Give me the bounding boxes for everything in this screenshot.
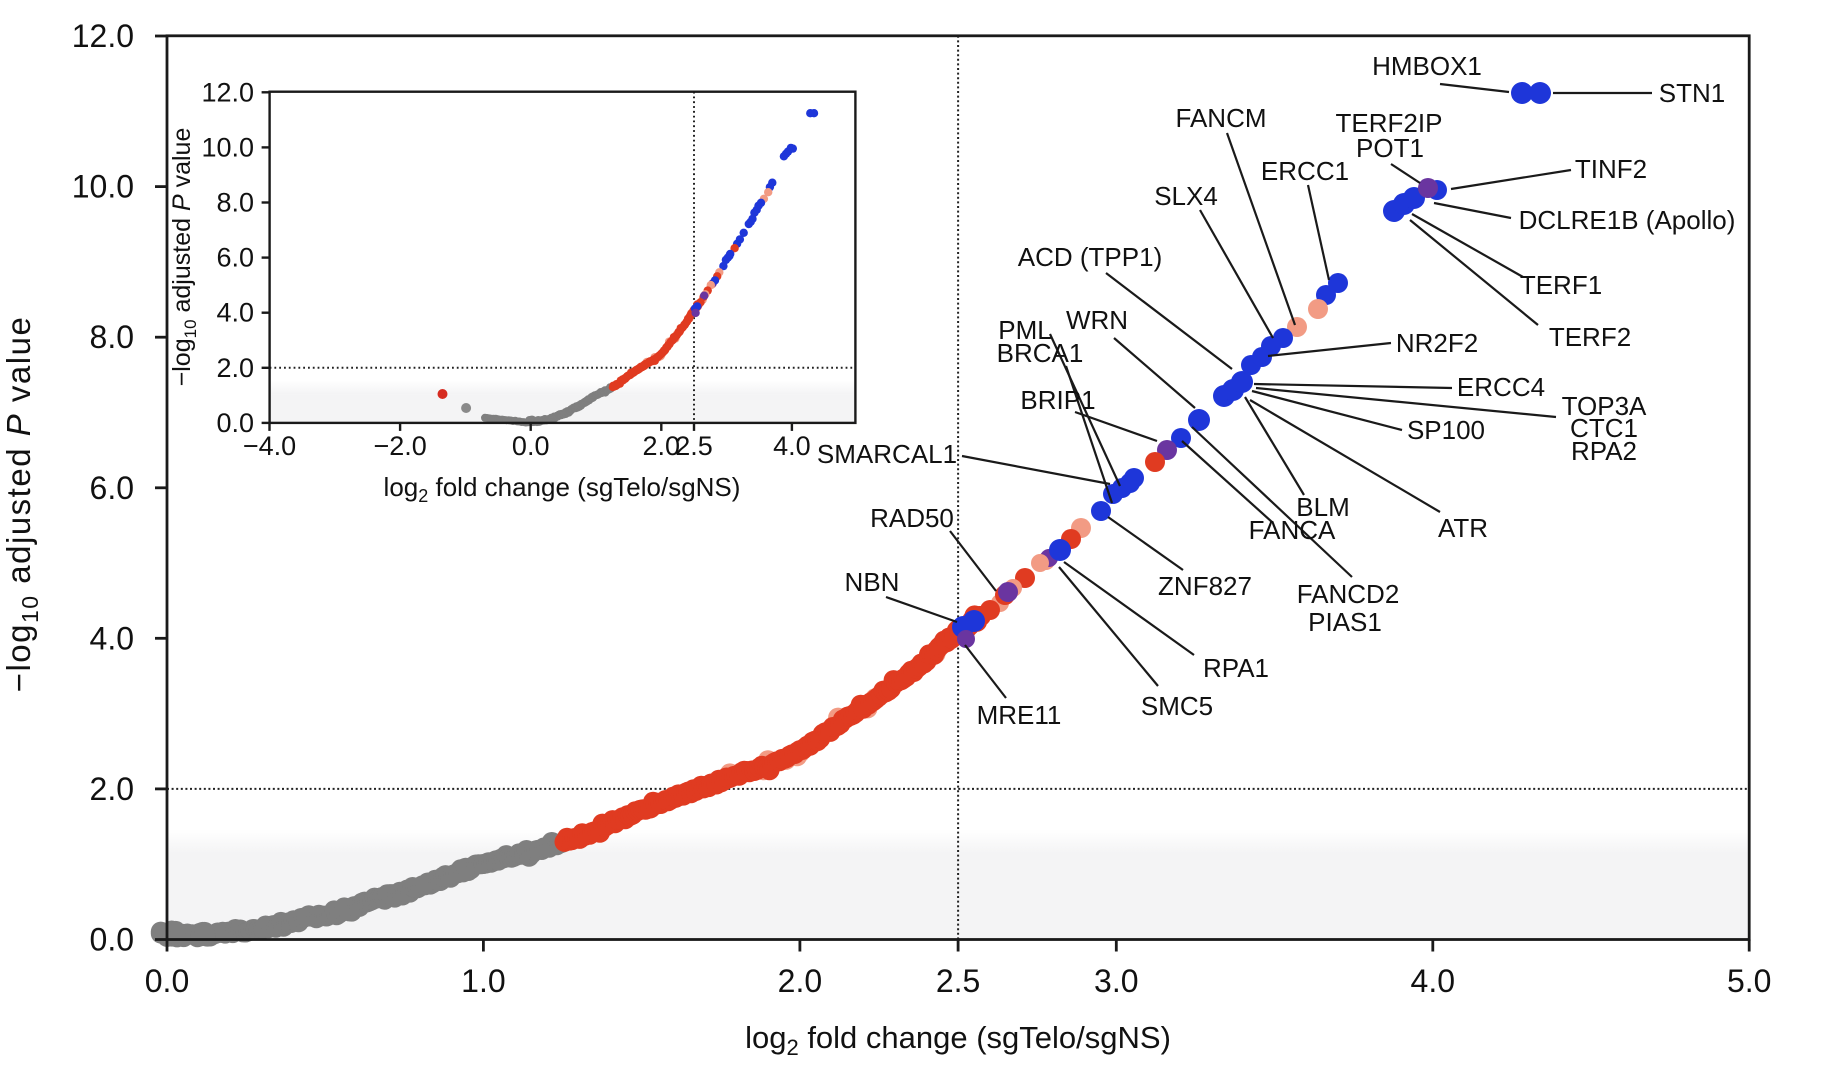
svg-text:SLX4: SLX4	[1154, 181, 1218, 211]
svg-text:DCLRE1B (Apollo): DCLRE1B (Apollo)	[1519, 205, 1736, 235]
svg-text:TERF1: TERF1	[1520, 270, 1602, 300]
svg-text:FANCM: FANCM	[1176, 103, 1267, 133]
svg-text:POT1: POT1	[1356, 133, 1424, 163]
svg-text:SMC5: SMC5	[1141, 691, 1213, 721]
svg-text:ACD (TPP1): ACD (TPP1)	[1018, 242, 1162, 272]
svg-text:BRIP1: BRIP1	[1020, 385, 1095, 415]
svg-text:4.0: 4.0	[1411, 963, 1455, 999]
svg-text:BLM: BLM	[1296, 492, 1349, 522]
svg-text:ZNF827: ZNF827	[1158, 571, 1252, 601]
svg-text:2.0: 2.0	[216, 353, 254, 383]
svg-text:0.0: 0.0	[90, 922, 134, 958]
svg-text:HMBOX1: HMBOX1	[1372, 51, 1482, 81]
svg-text:−log10 adjusted P value: −log10 adjusted P value	[0, 316, 43, 693]
svg-text:TINF2: TINF2	[1575, 154, 1647, 184]
svg-text:2.5: 2.5	[675, 431, 713, 461]
svg-text:MRE11: MRE11	[977, 700, 1062, 730]
svg-text:−2.0: −2.0	[373, 431, 426, 461]
svg-text:PML: PML	[998, 315, 1051, 345]
svg-text:ERCC1: ERCC1	[1261, 156, 1349, 186]
svg-text:10.0: 10.0	[201, 132, 254, 162]
svg-text:8.0: 8.0	[216, 188, 254, 218]
svg-text:8.0: 8.0	[90, 319, 134, 355]
svg-text:log2 fold change (sgTelo/sgNS): log2 fold change (sgTelo/sgNS)	[745, 1020, 1171, 1060]
svg-text:NR2F2: NR2F2	[1396, 328, 1478, 358]
svg-text:TOP3A: TOP3A	[1562, 391, 1647, 421]
svg-text:log2 fold change (sgTelo/sgNS): log2 fold change (sgTelo/sgNS)	[384, 472, 741, 506]
svg-text:−4.0: −4.0	[243, 431, 296, 461]
svg-text:2.0: 2.0	[90, 771, 134, 807]
svg-text:1.0: 1.0	[461, 963, 505, 999]
svg-text:PIAS1: PIAS1	[1308, 607, 1382, 637]
svg-text:SP100: SP100	[1407, 415, 1485, 445]
svg-text:ERCC4: ERCC4	[1457, 372, 1545, 402]
svg-text:TERF2IP: TERF2IP	[1336, 108, 1443, 138]
svg-text:12.0: 12.0	[201, 77, 254, 107]
svg-text:FANCD2: FANCD2	[1297, 579, 1400, 609]
svg-text:0.0: 0.0	[512, 431, 550, 461]
svg-text:SMARCAL1: SMARCAL1	[817, 439, 957, 469]
svg-text:12.0: 12.0	[72, 18, 134, 54]
svg-text:4.0: 4.0	[773, 431, 811, 461]
svg-text:4.0: 4.0	[90, 620, 134, 656]
svg-text:CTC1: CTC1	[1570, 413, 1638, 443]
svg-text:FANCA: FANCA	[1249, 515, 1336, 545]
svg-text:6.0: 6.0	[216, 243, 254, 273]
svg-text:10.0: 10.0	[72, 169, 134, 205]
svg-text:0.0: 0.0	[145, 963, 189, 999]
svg-text:2.0: 2.0	[643, 431, 681, 461]
svg-text:RAD50: RAD50	[870, 503, 954, 533]
svg-text:6.0: 6.0	[90, 470, 134, 506]
svg-text:3.0: 3.0	[1094, 963, 1138, 999]
svg-text:2.5: 2.5	[936, 963, 980, 999]
svg-text:RPA2: RPA2	[1571, 436, 1637, 466]
svg-text:0.0: 0.0	[216, 408, 254, 438]
svg-text:−log10 adjusted P value: −log10 adjusted P value	[168, 128, 200, 387]
svg-text:RPA1: RPA1	[1203, 653, 1269, 683]
svg-text:BRCA1: BRCA1	[997, 338, 1084, 368]
svg-text:STN1: STN1	[1659, 78, 1725, 108]
svg-text:TERF2: TERF2	[1549, 322, 1631, 352]
svg-text:NBN: NBN	[845, 567, 900, 597]
svg-text:WRN: WRN	[1066, 305, 1128, 335]
svg-text:2.0: 2.0	[778, 963, 822, 999]
svg-text:4.0: 4.0	[216, 298, 254, 328]
svg-text:5.0: 5.0	[1727, 963, 1771, 999]
svg-text:ATR: ATR	[1438, 513, 1488, 543]
